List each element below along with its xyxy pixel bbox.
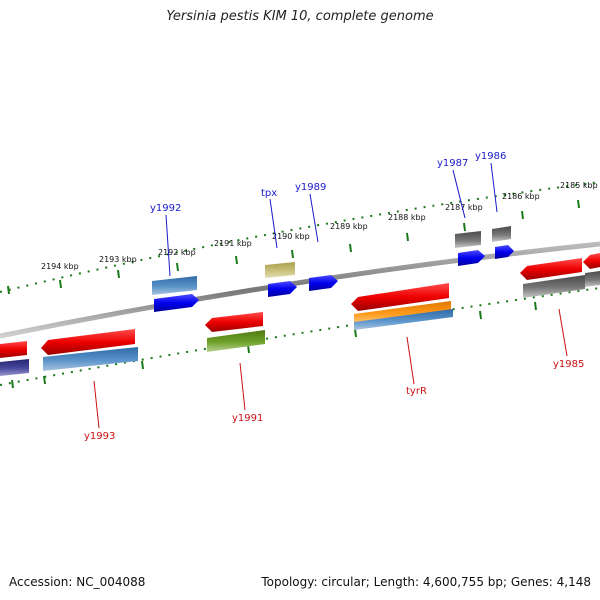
gene-left-edge-purple[interactable] bbox=[0, 359, 29, 376]
kbp-labels: 2194 kbp 2193 kbp 2192 kbp 2191 kbp 2190… bbox=[41, 181, 598, 271]
gene-label-y1991[interactable]: y1991 bbox=[232, 413, 263, 424]
kbp-label: 2192 kbp bbox=[158, 248, 196, 257]
kbp-label: 2189 kbp bbox=[330, 222, 368, 231]
gene-label-y1993[interactable]: y1993 bbox=[84, 431, 115, 442]
gene-y1986-arrow[interactable] bbox=[495, 245, 514, 259]
kbp-label: 2191 kbp bbox=[214, 239, 252, 248]
gene-y1986-bar[interactable] bbox=[492, 226, 511, 242]
gene-right-edge-gray[interactable] bbox=[585, 271, 600, 287]
gene-y1991-arrow[interactable] bbox=[205, 312, 263, 332]
kbp-label: 2186 kbp bbox=[502, 192, 540, 201]
leader-lines-bottom bbox=[93, 308, 568, 429]
gene-y1987-bar[interactable] bbox=[455, 231, 481, 248]
gene-tyrR-arrow[interactable] bbox=[351, 283, 449, 311]
gene-label-y1985[interactable]: y1985 bbox=[553, 359, 584, 370]
gene-y1989-arrow[interactable] bbox=[309, 275, 338, 291]
gene-labels-bottom: y1993 y1991 tyrR y1985 bbox=[84, 359, 584, 442]
map-title: Yersinia pestis KIM 10, complete genome bbox=[166, 9, 434, 24]
gene-tyrR-bar-orange[interactable] bbox=[354, 301, 451, 324]
kbp-label: 2187 kbp bbox=[445, 203, 483, 212]
outer-tick-rail bbox=[0, 181, 600, 293]
gene-left-edge-red[interactable] bbox=[0, 341, 27, 358]
topology-summary: Topology: circular; Length: 4,600,755 bp… bbox=[261, 575, 591, 589]
kbp-label: 2185 kbp bbox=[560, 181, 598, 190]
gene-label-y1986[interactable]: y1986 bbox=[475, 151, 506, 162]
kbp-label: 2194 kbp bbox=[41, 262, 79, 271]
kbp-label: 2188 kbp bbox=[388, 213, 426, 222]
gene-label-y1987[interactable]: y1987 bbox=[437, 158, 468, 169]
gene-label-tyrR[interactable]: tyrR bbox=[406, 386, 427, 397]
gene-labels-top: y1992 tpx y1989 y1987 y1986 bbox=[150, 151, 506, 214]
gene-y1993-arrow[interactable] bbox=[41, 329, 135, 355]
kbp-label: 2193 kbp bbox=[99, 255, 137, 264]
gene-tyrR-bar-steel[interactable] bbox=[354, 309, 453, 330]
gene-tpx-arrow[interactable] bbox=[268, 281, 297, 297]
gene-y1991-bar[interactable] bbox=[207, 330, 265, 352]
gene-y1992-bar[interactable] bbox=[152, 276, 197, 295]
gene-right-edge-red[interactable] bbox=[583, 253, 600, 269]
gene-label-tpx[interactable]: tpx bbox=[261, 188, 277, 199]
leader-lines-top bbox=[165, 162, 498, 277]
inner-tick-rail bbox=[0, 287, 600, 386]
gene-y1987-arrow[interactable] bbox=[458, 250, 485, 266]
genome-backbone bbox=[0, 241, 600, 339]
gene-label-y1989[interactable]: y1989 bbox=[295, 182, 326, 193]
gene-label-y1992[interactable]: y1992 bbox=[150, 203, 181, 214]
major-ticks-inner bbox=[11, 301, 537, 389]
gene-y1985-bar[interactable] bbox=[523, 275, 585, 298]
gene-y1993-bar[interactable] bbox=[43, 347, 138, 371]
kbp-label: 2190 kbp bbox=[272, 232, 310, 241]
major-ticks bbox=[7, 199, 580, 295]
accession-text: Accession: NC_004088 bbox=[9, 575, 146, 589]
gene-y1992-arrow[interactable] bbox=[154, 294, 199, 312]
gene-y1985-arrow[interactable] bbox=[520, 258, 582, 280]
gene-tpx-bar[interactable] bbox=[265, 262, 295, 278]
